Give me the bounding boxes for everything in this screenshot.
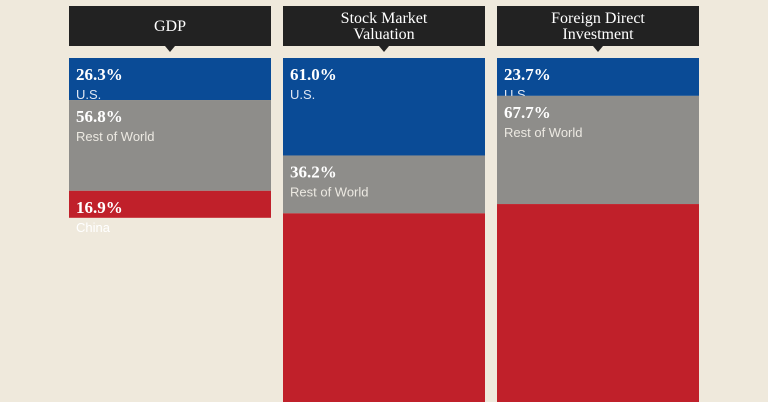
header-box-stock-market-valuation (283, 6, 485, 46)
header-pointer-stock-market-valuation (379, 46, 389, 52)
series-label-china: China (76, 220, 111, 235)
header-label-gdp: GDP (154, 18, 186, 35)
value-label-rest-of-world: 67.7% (504, 103, 551, 122)
value-label-u-s-: 26.3% (76, 65, 123, 84)
value-label-china: 16.9% (76, 198, 123, 217)
bar-segment-china (69, 190, 271, 218)
header-box-gdp (69, 6, 271, 46)
bar-segment-rest-of-world (497, 95, 699, 205)
bar-segment-u-s- (497, 58, 699, 96)
series-label-rest-of-world: Rest of World (76, 129, 155, 144)
series-label-rest-of-world: Rest of World (504, 125, 583, 140)
series-label-u-s-: U.S. (290, 87, 315, 102)
series-label-rest-of-world: Rest of World (290, 184, 369, 199)
header-pointer-gdp (165, 46, 175, 52)
series-label-u-s-: U.S. (76, 87, 101, 102)
header-label-stock-market-valuation: Valuation (353, 26, 414, 43)
header-box-foreign-direct-investment (497, 6, 699, 46)
bar-segment-china (497, 204, 699, 402)
header-label-foreign-direct-investment: Investment (562, 26, 634, 43)
header-label-foreign-direct-investment: Foreign Direct (551, 10, 645, 27)
bar-segment-china (283, 213, 485, 402)
bar-segment-rest-of-world (69, 100, 271, 191)
value-label-u-s-: 61.0% (290, 65, 337, 84)
value-label-rest-of-world: 36.2% (290, 162, 337, 181)
value-label-rest-of-world: 56.8% (76, 107, 123, 126)
header-label-stock-market-valuation: Stock Market (341, 10, 428, 27)
header-pointer-foreign-direct-investment (593, 46, 603, 52)
bar-segment-u-s- (283, 58, 485, 156)
bar-segment-u-s- (69, 58, 271, 101)
value-label-u-s-: 23.7% (504, 65, 551, 84)
bar-segment-rest-of-world (283, 155, 485, 214)
